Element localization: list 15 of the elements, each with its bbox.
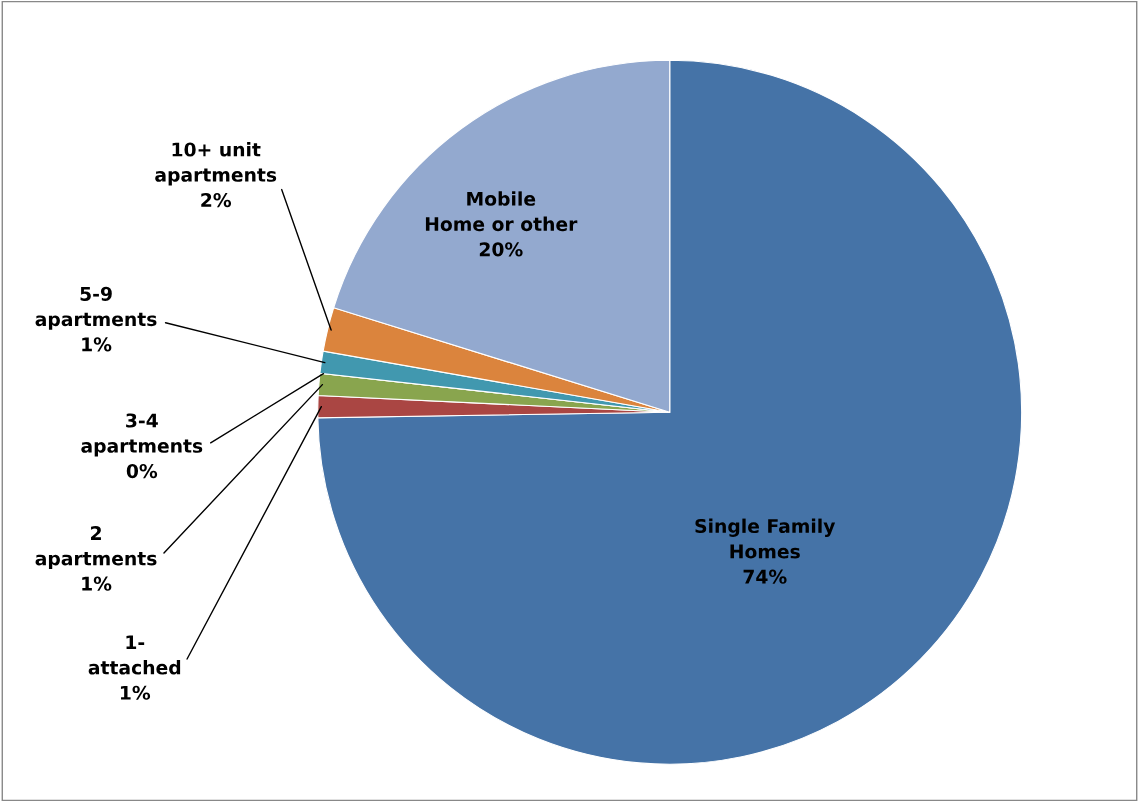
data-label: 1% <box>82 576 112 591</box>
data-label: 20% <box>479 242 523 257</box>
data-label: 1% <box>120 685 151 700</box>
category-label: 3-4 apartments <box>81 413 203 457</box>
data-label: 2% <box>201 192 232 208</box>
text: 0% <box>126 463 158 479</box>
data-label: 1% <box>82 337 112 352</box>
pie-slice <box>317 59 1023 765</box>
slice-label: 10+ unit apartments <box>155 142 277 186</box>
slice-label: Single Family Homes <box>695 518 836 559</box>
slice-label: 2 apartments <box>35 526 157 570</box>
slice-label: 1- attached <box>88 635 181 675</box>
slice-label: 5-9 apartments <box>35 286 157 330</box>
slice-label: Mobile Home or other <box>425 191 578 232</box>
data-label: 74% <box>743 569 787 584</box>
